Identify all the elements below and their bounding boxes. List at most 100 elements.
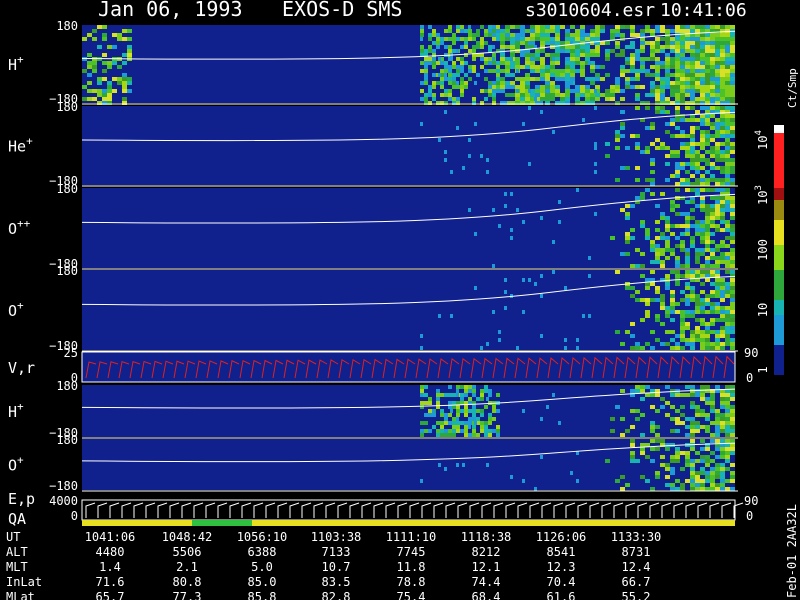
spectrum-cell xyxy=(675,61,680,65)
spectrum-cell xyxy=(492,409,496,413)
axis-bottom-label: −180 xyxy=(49,257,78,271)
spectrum-cell xyxy=(640,150,645,154)
spectrum-cell xyxy=(87,65,92,69)
spectrum-cell xyxy=(97,93,102,97)
spectrum-cell xyxy=(525,81,530,85)
spectrum-cell xyxy=(725,158,730,162)
spectrum-cell xyxy=(730,224,735,228)
spectrum-cell xyxy=(525,37,530,41)
spectrum-cell xyxy=(705,142,710,146)
spectrum-cell xyxy=(468,65,472,69)
spectrum-cell xyxy=(660,81,665,85)
spectrum-cell xyxy=(730,274,735,278)
spectrum-cell xyxy=(685,106,690,110)
spectrum-cell xyxy=(695,65,700,69)
colorbar-segment xyxy=(774,188,784,200)
spectrum-cell xyxy=(472,413,476,417)
spectrum-cell xyxy=(565,93,570,97)
spectrum-cell xyxy=(505,29,510,33)
spectrum-cell xyxy=(510,101,515,105)
spectrum-cell xyxy=(730,443,735,447)
spectrum-cell xyxy=(700,310,705,314)
spectrum-cell xyxy=(645,41,650,45)
spectrum-cell xyxy=(540,101,543,105)
spectrum-cell xyxy=(710,451,715,455)
spectrum-cell xyxy=(660,37,665,41)
spectrum-cell xyxy=(615,134,620,138)
spectrum-cell xyxy=(680,130,685,134)
spectrum-cell xyxy=(605,41,610,45)
spectrum-cell xyxy=(705,182,710,186)
spectrum-cell xyxy=(645,314,650,318)
spectrum-cell xyxy=(665,330,670,334)
spectrum-cell xyxy=(700,393,705,397)
spectrum-cell xyxy=(730,294,735,298)
spectrum-cell xyxy=(705,278,710,282)
spectrum-cell xyxy=(665,216,670,220)
spectrum-cell xyxy=(492,53,496,57)
spectrum-cell xyxy=(488,57,492,61)
spectrum-cell xyxy=(127,29,132,33)
spectrum-cell xyxy=(710,322,715,326)
spectrum-cell xyxy=(720,346,725,350)
spectrum-cell xyxy=(660,306,665,310)
spectrum-cell xyxy=(564,286,567,290)
ephemeris-value: 55.2 xyxy=(622,590,651,600)
spectrum-cell xyxy=(660,248,665,252)
spectrum-cell xyxy=(456,389,459,393)
spectrum-cell xyxy=(675,487,680,491)
spectrum-cell xyxy=(480,89,484,93)
spectrum-cell xyxy=(725,33,730,37)
spectrum-cell xyxy=(456,73,460,77)
spectrum-cell xyxy=(700,322,705,326)
panel-label-sup: + xyxy=(17,400,24,413)
spectrum-cell xyxy=(670,310,675,314)
spectrum-cell xyxy=(720,240,725,244)
spectrum-cell xyxy=(500,49,505,53)
spectrum-cell xyxy=(444,37,448,41)
spectrum-cell xyxy=(640,220,645,224)
spectrum-cell xyxy=(650,89,655,93)
spectrum-cell xyxy=(590,77,595,81)
spectrum-cell xyxy=(685,142,690,146)
spectrum-cell xyxy=(535,93,540,97)
spectrum-cell xyxy=(635,459,640,463)
spectrum-cell xyxy=(440,41,444,45)
spectrum-cell xyxy=(725,138,730,142)
spectrum-cell xyxy=(660,142,665,146)
spectrum-cell xyxy=(420,389,424,393)
spectrum-cell xyxy=(456,401,460,405)
spectrum-cell xyxy=(710,401,715,405)
spectrum-cell xyxy=(670,252,675,256)
spectrum-cell xyxy=(705,41,710,45)
spectrum-cell xyxy=(498,330,501,334)
spectrum-cell xyxy=(432,49,436,53)
spectrum-cell xyxy=(588,274,591,278)
spectrum-cell xyxy=(720,487,725,491)
spectrum-cell xyxy=(420,37,423,41)
spectrum-cell xyxy=(715,45,720,49)
spectrum-cell xyxy=(665,342,670,346)
spectrum-cell xyxy=(685,154,690,158)
spectrum-cell xyxy=(655,318,660,322)
spectrum-cell xyxy=(456,126,459,130)
spectrum-cell xyxy=(530,65,535,69)
spectrum-cell xyxy=(655,389,660,393)
spectrum-cell xyxy=(590,61,595,65)
spectrum-cell xyxy=(720,57,725,61)
spectrum-cell xyxy=(540,93,545,97)
spectrum-cell xyxy=(520,85,525,89)
spectrum-cell xyxy=(464,405,468,409)
spectrum-cell xyxy=(725,405,730,409)
spectrum-cell xyxy=(615,77,620,81)
spectrum-cell xyxy=(590,69,595,73)
spectrum-cell xyxy=(460,85,464,89)
spectrum-cell xyxy=(680,142,685,146)
spectrum-cell xyxy=(660,146,665,150)
spectrum-cell xyxy=(650,421,655,425)
spectrum-cell xyxy=(660,232,665,236)
spectrum-cell xyxy=(515,93,520,97)
spectrum-cell xyxy=(710,122,715,126)
spectrum-cell xyxy=(650,57,655,61)
spectrum-cell xyxy=(680,290,685,294)
